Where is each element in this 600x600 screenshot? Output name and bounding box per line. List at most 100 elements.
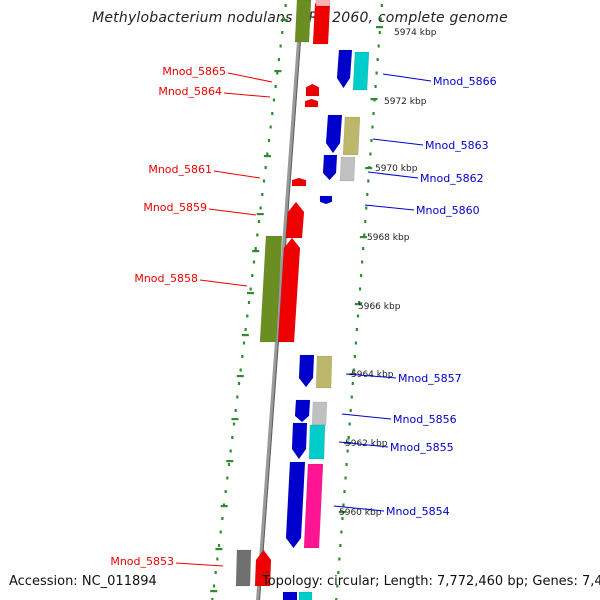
left-major-tick bbox=[210, 590, 218, 593]
right-tick-line-dot bbox=[339, 544, 342, 547]
gene-partner-mnod-5863[interactable] bbox=[342, 116, 361, 156]
gene-block-mnod-5860[interactable] bbox=[319, 195, 333, 205]
gene-partner-mnod-5862[interactable] bbox=[339, 156, 356, 182]
left-tick-line-dot bbox=[217, 544, 221, 547]
label-leader-mnod_5855 bbox=[338, 441, 389, 448]
gene-label-mnod_5866[interactable]: Mnod_5866 bbox=[433, 75, 497, 88]
gene-partner-bottom-partial[interactable] bbox=[298, 591, 313, 600]
label-leader-mnod_5856 bbox=[341, 413, 392, 420]
kbp-label: 5964 kbp bbox=[351, 370, 394, 380]
left-tick-line-dot bbox=[276, 71, 279, 75]
gene-block-mnod-5866[interactable] bbox=[336, 49, 353, 89]
gene-block-mnod-5864[interactable] bbox=[304, 98, 319, 108]
gene-label-mnod_5853[interactable]: Mnod_5853 bbox=[110, 555, 174, 568]
right-tick-line-dot bbox=[353, 355, 356, 358]
left-tick-line-dot bbox=[281, 31, 284, 34]
right-tick-line-dot bbox=[365, 206, 368, 210]
right-tick-line-dot bbox=[344, 476, 347, 480]
gene-block-top-red[interactable] bbox=[312, 0, 331, 45]
accession-value: NC_011894 bbox=[81, 574, 157, 589]
gene-block-mnod-5856[interactable] bbox=[294, 399, 311, 423]
right-tick-line-dot bbox=[341, 517, 344, 520]
left-tick-line-dot bbox=[259, 206, 262, 210]
gene-partner-top-pink[interactable] bbox=[315, 0, 331, 7]
gene-partner-mnod-5857[interactable] bbox=[315, 355, 333, 389]
gene-block-mnod-5853[interactable] bbox=[254, 549, 272, 587]
gene-label-mnod_5858[interactable]: Mnod_5858 bbox=[134, 272, 198, 285]
left-tick-line-dot bbox=[251, 274, 254, 277]
left-tick-line-dot bbox=[247, 301, 251, 304]
right-tick-line-dot bbox=[349, 409, 352, 412]
label-leader-mnod_5860 bbox=[364, 204, 415, 211]
gene-block-mnod-5861[interactable] bbox=[291, 177, 307, 187]
label-leader-mnod_5858 bbox=[199, 279, 248, 287]
left-tick-line-dot bbox=[234, 409, 237, 412]
gene-partner-mnod-5856[interactable] bbox=[311, 401, 328, 426]
left-tick-line-dot bbox=[249, 287, 252, 291]
right-major-tick bbox=[354, 303, 362, 306]
left-tick-line-dot bbox=[221, 517, 224, 520]
kbp-label: 5970 kbp bbox=[375, 164, 418, 174]
right-tick-line-dot bbox=[346, 449, 349, 453]
left-tick-line-dot bbox=[262, 179, 266, 183]
gene-block-mnod-5854[interactable] bbox=[285, 461, 306, 549]
gene-partner-mnod-5854[interactable] bbox=[303, 463, 324, 549]
gene-partner-mnod-5866[interactable] bbox=[352, 51, 370, 91]
gene-partner-top-olive[interactable] bbox=[294, 0, 312, 43]
right-tick-line-dot bbox=[375, 71, 378, 75]
right-tick-line-dot bbox=[379, 17, 382, 21]
gene-label-mnod_5859[interactable]: Mnod_5859 bbox=[143, 201, 207, 214]
right-tick-line-dot bbox=[356, 314, 360, 318]
left-major-tick bbox=[280, 19, 288, 22]
gene-label-mnod_5854[interactable]: Mnod_5854 bbox=[386, 505, 450, 518]
gene-label-mnod_5863[interactable]: Mnod_5863 bbox=[425, 139, 489, 152]
gene-block-mnod-5859[interactable] bbox=[285, 201, 305, 239]
right-tick-line-dot bbox=[363, 233, 366, 237]
right-major-tick bbox=[370, 98, 378, 101]
left-major-tick bbox=[215, 548, 223, 551]
right-tick-line-dot bbox=[355, 328, 359, 331]
left-tick-line-dot bbox=[277, 58, 281, 61]
left-tick-line-dot bbox=[284, 4, 287, 7]
gene-block-mnod-5862[interactable] bbox=[322, 154, 338, 181]
gene-block-bottom-partial[interactable] bbox=[282, 591, 298, 600]
right-major-tick bbox=[359, 236, 367, 239]
gene-label-mnod_5860[interactable]: Mnod_5860 bbox=[416, 204, 480, 217]
left-tick-line-dot bbox=[231, 436, 234, 439]
left-tick-line-dot bbox=[224, 490, 227, 493]
topology-value: circular bbox=[326, 574, 376, 589]
gene-partner-mnod-5855[interactable] bbox=[308, 424, 326, 460]
kbp-label: 5960 kbp bbox=[339, 508, 382, 518]
left-tick-line-dot bbox=[279, 44, 282, 48]
gene-label-mnod_5862[interactable]: Mnod_5862 bbox=[420, 172, 484, 185]
right-tick-line-dot bbox=[358, 287, 362, 291]
gene-label-mnod_5855[interactable]: Mnod_5855 bbox=[390, 441, 454, 454]
gene-block-mnod-5863[interactable] bbox=[325, 114, 343, 154]
right-tick-line-dot bbox=[366, 193, 369, 196]
right-tick-line-dot bbox=[350, 395, 353, 399]
left-tick-line-dot bbox=[274, 85, 277, 88]
gene-block-mnod-5858[interactable] bbox=[277, 237, 301, 343]
left-tick-line-dot bbox=[269, 125, 272, 129]
kbp-label: 5962 kbp bbox=[345, 439, 388, 449]
genes-value: 7,447 bbox=[581, 574, 600, 589]
gene-block-mnod-5857[interactable] bbox=[298, 354, 315, 388]
gene-partner-mnod-5853[interactable] bbox=[235, 549, 252, 587]
gene-block-mnod-5855[interactable] bbox=[291, 422, 308, 460]
gene-label-mnod_5864[interactable]: Mnod_5864 bbox=[158, 85, 222, 98]
gene-label-mnod_5865[interactable]: Mnod_5865 bbox=[162, 65, 226, 78]
right-tick-line-dot bbox=[380, 4, 383, 7]
right-tick-line-dot bbox=[335, 598, 338, 600]
gene-label-mnod_5857[interactable]: Mnod_5857 bbox=[398, 372, 462, 385]
left-tick-line-dot bbox=[212, 584, 216, 588]
kbp-label: 5968 kbp bbox=[367, 233, 410, 243]
gene-block-mnod-5865[interactable] bbox=[305, 83, 320, 97]
accession-info: Accession: NC_011894 bbox=[9, 574, 157, 589]
gene-label-mnod_5861[interactable]: Mnod_5861 bbox=[148, 163, 212, 176]
kbp-label: 5974 kbp bbox=[394, 28, 437, 38]
left-tick-line-dot bbox=[244, 328, 247, 331]
gene-partner-mnod-5858[interactable] bbox=[259, 235, 283, 343]
right-tick-line-dot bbox=[376, 58, 379, 61]
left-major-tick bbox=[263, 155, 271, 158]
gene-label-mnod_5856[interactable]: Mnod_5856 bbox=[393, 413, 457, 426]
